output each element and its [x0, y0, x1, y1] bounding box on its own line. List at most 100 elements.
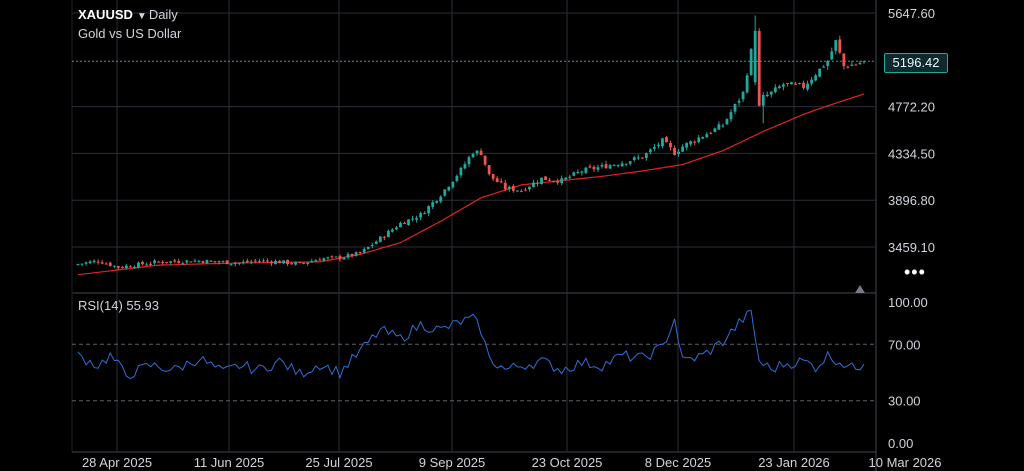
- candle[interactable]: [661, 138, 664, 147]
- candle[interactable]: [237, 262, 241, 264]
- candle[interactable]: [435, 201, 439, 203]
- candle[interactable]: [786, 83, 789, 85]
- candle[interactable]: [415, 218, 418, 220]
- candle[interactable]: [133, 266, 136, 268]
- candle[interactable]: [693, 141, 697, 143]
- candle[interactable]: [84, 262, 88, 264]
- candle[interactable]: [640, 157, 644, 159]
- candle[interactable]: [850, 64, 854, 66]
- candle[interactable]: [358, 252, 362, 254]
- candle[interactable]: [495, 178, 499, 183]
- candle[interactable]: [568, 176, 572, 178]
- candle[interactable]: [233, 262, 237, 265]
- candle[interactable]: [274, 260, 277, 265]
- candle[interactable]: [673, 148, 676, 156]
- candle[interactable]: [773, 87, 777, 92]
- candle[interactable]: [596, 167, 600, 170]
- candle[interactable]: [177, 261, 181, 263]
- candle[interactable]: [802, 82, 805, 88]
- candle[interactable]: [761, 94, 765, 106]
- candle[interactable]: [229, 263, 233, 265]
- candle[interactable]: [249, 261, 253, 263]
- candle[interactable]: [403, 223, 406, 225]
- candle[interactable]: [120, 267, 124, 269]
- candle[interactable]: [830, 51, 834, 60]
- candle[interactable]: [104, 263, 108, 265]
- candle[interactable]: [427, 206, 431, 214]
- candle[interactable]: [330, 256, 334, 258]
- chevron-down-icon[interactable]: ▼: [136, 11, 147, 22]
- candle[interactable]: [455, 175, 459, 181]
- candle[interactable]: [697, 137, 701, 143]
- candle[interactable]: [648, 149, 652, 153]
- candle[interactable]: [290, 263, 294, 265]
- candle[interactable]: [838, 39, 842, 53]
- candle[interactable]: [483, 155, 487, 165]
- candle[interactable]: [503, 182, 507, 190]
- candle[interactable]: [536, 182, 539, 184]
- candle[interactable]: [88, 261, 92, 264]
- candle[interactable]: [197, 260, 201, 262]
- candle[interactable]: [846, 66, 850, 68]
- candle[interactable]: [636, 157, 640, 159]
- candle[interactable]: [306, 262, 310, 265]
- candle[interactable]: [181, 263, 185, 265]
- candle[interactable]: [685, 142, 689, 148]
- scroll-to-latest-icon[interactable]: [855, 285, 865, 293]
- candle[interactable]: [334, 256, 338, 258]
- candle[interactable]: [213, 261, 217, 263]
- candle[interactable]: [128, 266, 132, 268]
- candle[interactable]: [137, 262, 140, 268]
- candle[interactable]: [366, 246, 370, 250]
- candle[interactable]: [753, 30, 757, 83]
- candle[interactable]: [322, 258, 326, 261]
- candle[interactable]: [185, 260, 189, 263]
- candle[interactable]: [225, 260, 229, 265]
- candle[interactable]: [616, 165, 620, 167]
- candle[interactable]: [112, 265, 116, 267]
- candle[interactable]: [298, 262, 302, 264]
- candle[interactable]: [326, 257, 330, 259]
- candle[interactable]: [657, 144, 660, 146]
- candle[interactable]: [540, 177, 543, 185]
- candle[interactable]: [278, 260, 281, 264]
- candle[interactable]: [282, 260, 285, 264]
- candle[interactable]: [725, 119, 729, 125]
- candle[interactable]: [141, 261, 144, 265]
- candle[interactable]: [858, 62, 862, 65]
- candle[interactable]: [241, 261, 245, 263]
- candle[interactable]: [681, 146, 685, 152]
- candle[interactable]: [463, 164, 467, 169]
- candle[interactable]: [810, 79, 814, 84]
- candle[interactable]: [628, 161, 632, 164]
- candle[interactable]: [390, 229, 394, 232]
- candle[interactable]: [217, 261, 221, 263]
- candle[interactable]: [519, 190, 523, 192]
- candle[interactable]: [149, 263, 152, 265]
- candle[interactable]: [604, 164, 608, 169]
- candle[interactable]: [439, 196, 443, 202]
- candle[interactable]: [471, 153, 475, 158]
- candle[interactable]: [709, 132, 713, 134]
- candle[interactable]: [487, 165, 491, 175]
- candle[interactable]: [245, 260, 249, 263]
- candle[interactable]: [80, 263, 84, 265]
- candle[interactable]: [741, 91, 745, 100]
- candle[interactable]: [705, 134, 709, 138]
- candle[interactable]: [765, 94, 769, 96]
- candle[interactable]: [350, 253, 354, 257]
- candle[interactable]: [781, 84, 785, 87]
- candle[interactable]: [386, 230, 390, 238]
- candle[interactable]: [221, 261, 225, 263]
- candle[interactable]: [576, 171, 580, 173]
- candle[interactable]: [124, 265, 128, 268]
- candle[interactable]: [76, 264, 80, 266]
- candle[interactable]: [294, 262, 298, 265]
- candle[interactable]: [798, 82, 801, 84]
- candles[interactable]: [76, 15, 866, 271]
- candle[interactable]: [528, 186, 531, 190]
- candle[interactable]: [161, 261, 165, 263]
- candle[interactable]: [370, 244, 374, 246]
- candle[interactable]: [201, 261, 205, 263]
